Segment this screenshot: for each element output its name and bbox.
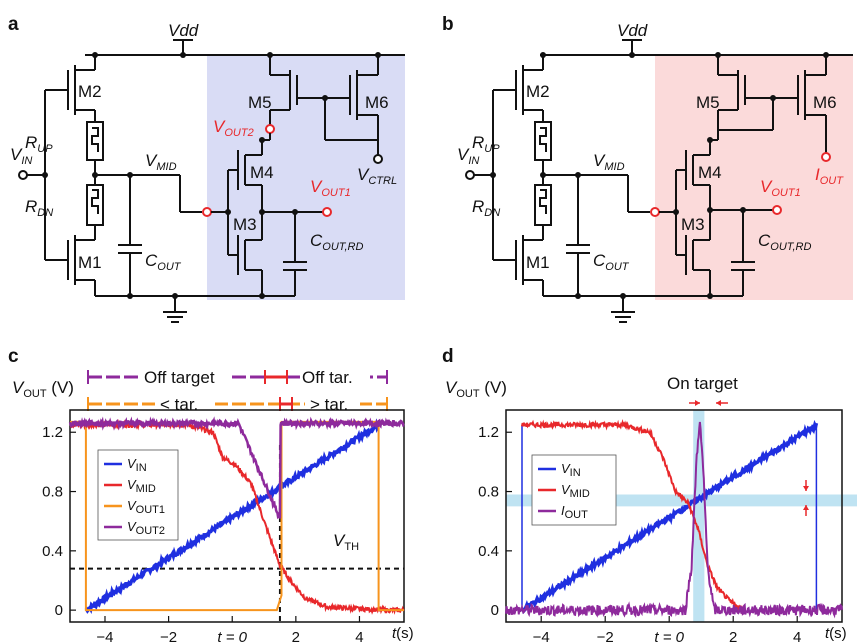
xlabel-d: t(s): [825, 625, 847, 642]
m2-label-a: M2: [78, 82, 102, 101]
m5-label-b: M5: [696, 93, 720, 112]
y-tick-label: 0: [491, 602, 499, 619]
legend-vout2-c: VOUT2: [127, 519, 165, 537]
series-line-out1: [70, 420, 404, 612]
legend-vin-d: VIN: [561, 461, 581, 479]
x-tick-label: −2: [160, 629, 177, 643]
vin-label-a: VIN: [10, 145, 32, 167]
chart-d: d VOUT (V) On target −4 −2 t = 0 2 4 0 0.4 0.8 1…: [442, 346, 857, 643]
rup-label-a: RUP: [25, 133, 53, 155]
y-tick-label: 0: [55, 602, 63, 619]
ylabel-c: VOUT (V): [12, 378, 74, 400]
legend-d: VIN VMID IOUT: [531, 454, 617, 526]
plot-frame: [69, 409, 405, 623]
x-tick-label: t = 0: [217, 629, 247, 643]
plot-area-d: −4 −2 t = 0 2 4 0 0.4 0.8 1.2: [478, 409, 857, 643]
m1-label-b: M1: [526, 253, 550, 272]
y-tick-label: 0.8: [42, 484, 63, 501]
vdd-label: Vdd: [168, 21, 199, 40]
shaded-region-a: [207, 55, 405, 300]
y-tick-label: 0.4: [478, 543, 499, 560]
legend-c: VIN VMID VOUT1 VOUT2: [97, 449, 179, 541]
rdn-label-b: RDN: [472, 197, 500, 219]
panel-label-c: c: [8, 346, 19, 367]
panel-label-d: d: [442, 346, 454, 367]
x-tick-label: t = 0: [654, 629, 684, 643]
vdd-label-b: Vdd: [617, 21, 648, 40]
plot-frame: [505, 409, 843, 623]
plot-area-c: −4 −2 t = 0 2 4 0 0.4 0.8 1.2: [42, 409, 405, 643]
m5-label-a: M5: [248, 93, 272, 112]
m4-label-a: M4: [250, 163, 274, 182]
off-tar-label: Off tar.: [302, 368, 353, 387]
vout2-label-a: VOUT2: [213, 117, 254, 139]
annotation-bars-c: Off target Off tar. < tar. > tar.: [87, 367, 388, 414]
on-target-band-vertical: [693, 410, 705, 622]
x-tick-label: −2: [597, 629, 614, 643]
y-tick-label: 0.8: [478, 484, 499, 501]
band-arrows-d: [689, 400, 809, 516]
shaded-region-b: [655, 55, 853, 300]
xlabel-c: t(s): [392, 625, 414, 642]
cout-label-a: COUT: [145, 251, 182, 273]
panel-label-a: a: [8, 14, 19, 35]
series-line-out2: [68, 416, 405, 520]
m2-label-b: M2: [526, 82, 550, 101]
off-target-label: Off target: [144, 368, 215, 387]
chart-c: c VOUT (V) Off target Off tar. < tar. > …: [8, 346, 414, 643]
circuit-b: b Vdd M2 RUP RDN M1 VIN: [442, 14, 853, 323]
x-tick-label: 4: [793, 629, 801, 643]
m6-label-a: M6: [365, 93, 389, 112]
x-tick-label: −4: [96, 629, 113, 643]
series-line-in: [520, 419, 819, 615]
series-line-mid: [521, 418, 744, 615]
on-target-label: On target: [667, 374, 738, 393]
x-tick-label: −4: [533, 629, 550, 643]
panel-label-b: b: [442, 14, 454, 35]
x-tick-label: 2: [729, 629, 737, 643]
vmid-label-a: VMID: [145, 151, 177, 173]
series-line-mid: [69, 418, 405, 615]
x-tick-label: 2: [292, 629, 300, 643]
m1-label-a: M1: [78, 253, 102, 272]
coutrd-label-a: COUT,RD: [310, 231, 363, 253]
m3-label-b: M3: [681, 215, 705, 234]
legend-vmid-c: VMID: [127, 477, 156, 495]
lt-tar-label: < tar.: [160, 395, 198, 414]
m6-label-b: M6: [813, 93, 837, 112]
ylabel-d: VOUT (V): [445, 378, 507, 400]
rup-label-b: RUP: [472, 133, 500, 155]
coutrd-label-b: COUT,RD: [758, 231, 811, 253]
legend-iout-d: IOUT: [561, 503, 588, 521]
series-line-out: [505, 421, 843, 619]
legend-vout1-c: VOUT1: [127, 498, 165, 516]
iout-label-b: IOUT: [815, 165, 844, 187]
vout1-label-a: VOUT1: [310, 177, 351, 199]
circuit-a: a Vdd M2 RUP RDN M1 VIN: [8, 14, 405, 323]
series-line-in: [84, 418, 380, 614]
rdn-label-a: RDN: [25, 197, 53, 219]
m4-label-b: M4: [698, 163, 722, 182]
vth-label: VTH: [333, 531, 359, 553]
y-tick-label: 1.2: [42, 424, 63, 441]
legend-vin-c: VIN: [127, 456, 147, 474]
y-tick-label: 0.4: [42, 543, 63, 560]
vctrl-label-a: VCTRL: [357, 165, 397, 187]
gt-tar-label: > tar.: [310, 395, 348, 414]
y-tick-label: 1.2: [478, 424, 499, 441]
legend-vmid-d: VMID: [561, 482, 590, 500]
vout1-label-b: VOUT1: [760, 177, 801, 199]
x-tick-label: 4: [355, 629, 363, 643]
vmid-label-b: VMID: [593, 151, 625, 173]
m3-label-a: M3: [233, 215, 257, 234]
vin-label-b: VIN: [457, 145, 479, 167]
cout-label-b: COUT: [593, 251, 630, 273]
